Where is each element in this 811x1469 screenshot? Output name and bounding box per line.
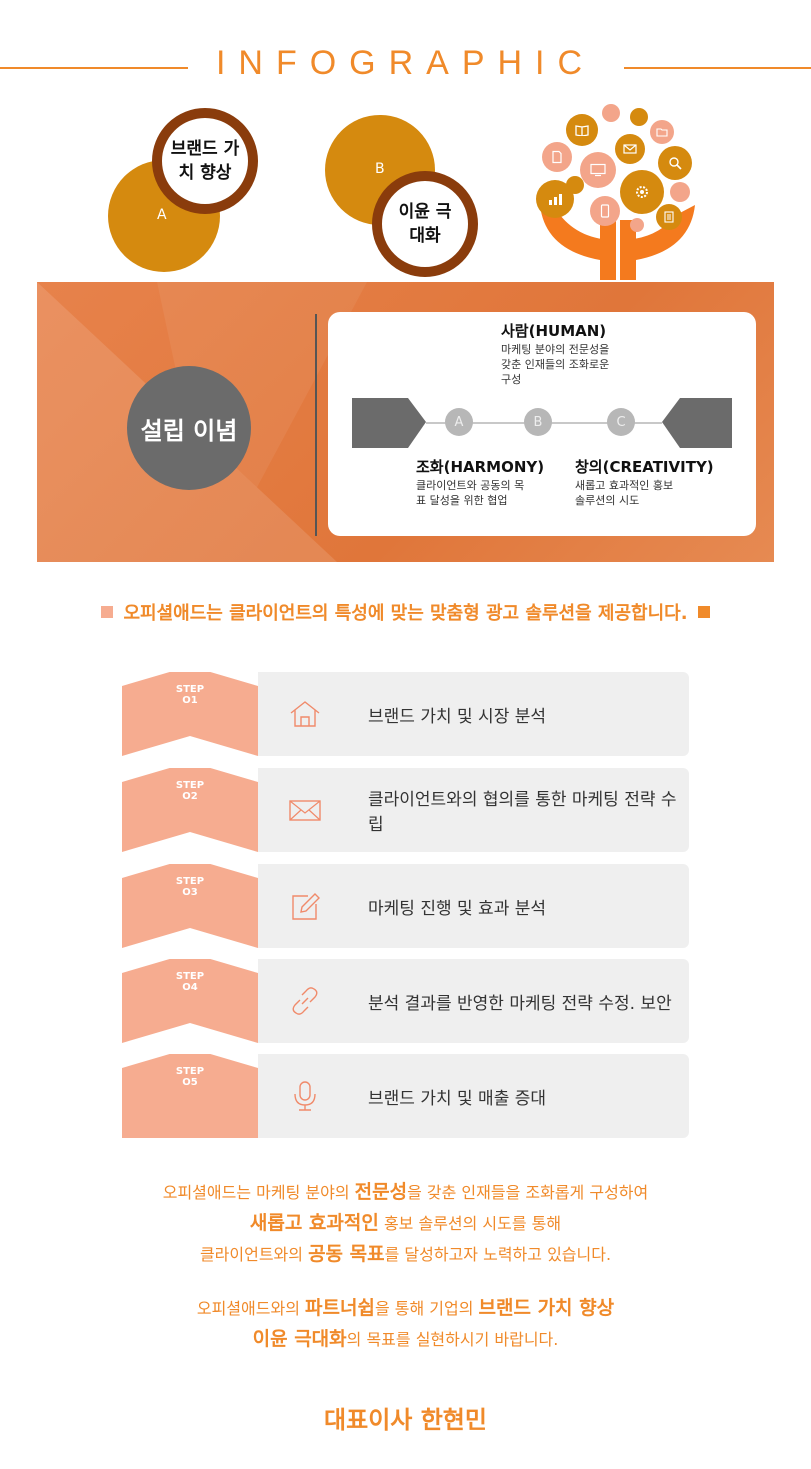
- step-text: 분석 결과를 반영한 마케팅 전략 수정. 보안: [368, 993, 672, 1014]
- ceo-signature: 대표이사 한현민: [324, 1406, 487, 1434]
- circle-a-ring: 브랜드 가치 향상: [152, 108, 258, 214]
- step-label: STEP O5: [175, 1066, 205, 1088]
- creativity-title: 창의(CREATIVITY): [575, 458, 714, 476]
- document-icon: [552, 150, 562, 164]
- tree-dot-small2: [630, 108, 648, 126]
- edit-icon: [292, 893, 320, 920]
- header-line-left: [0, 67, 188, 69]
- step-row-4: STEP O4 분석 결과를 반영한 마케팅 전략 수정. 보안: [122, 959, 689, 1043]
- node-c: C: [607, 408, 635, 436]
- mail-icon: [623, 144, 637, 154]
- step-chevron: [122, 768, 258, 852]
- step-box: 브랜드 가치 및 시장 분석: [258, 672, 689, 756]
- gear-icon: [636, 186, 648, 198]
- tree-dot-small1: [602, 104, 620, 122]
- step-text: 브랜드 가치 및 매출 증대: [368, 1088, 547, 1109]
- circle-b-letter: B: [375, 161, 385, 177]
- circle-a-label: 브랜드 가치 향상: [170, 139, 240, 183]
- book-icon: [575, 125, 589, 136]
- message-paragraph-1: 오피셜애드는 마케팅 분야의 전문성을 갖춘 인재들을 조화롭게 구성하여 새롭…: [162, 1181, 649, 1265]
- step-chevron: [122, 959, 258, 1043]
- tree-dot-mail: [615, 134, 645, 164]
- tree-dot-small4: [670, 182, 690, 202]
- step-label: STEP O4: [175, 971, 205, 993]
- envelope-icon: [289, 800, 321, 821]
- step-chevron: [122, 1054, 258, 1138]
- search-icon: [669, 157, 682, 170]
- list-icon: [664, 211, 674, 223]
- home-icon: [290, 701, 320, 727]
- tree-dot-list: [656, 204, 682, 230]
- microphone-icon: [294, 1081, 316, 1111]
- circle-b-ring: 이윤 극대화: [372, 171, 478, 277]
- header-line-right: [624, 67, 811, 69]
- step-text: 클라이언트와의 협의를 통한 마케팅 전략 수립: [368, 790, 677, 835]
- step-row-5: STEP O5 브랜드 가치 및 매출 증대: [122, 1054, 689, 1138]
- tree-dot-chart: [536, 180, 574, 218]
- slogan-square-left: [101, 606, 114, 618]
- tree-dot-mobile: [590, 196, 620, 226]
- tree-dot-search: [658, 146, 692, 180]
- page-title: INFOGRAPHIC: [215, 44, 596, 82]
- creativity-desc: 새롭고 효과적인 홍보 솔루션의 시도: [575, 479, 674, 507]
- step-box: 브랜드 가치 및 매출 증대: [258, 1054, 689, 1138]
- tree-dot-small5: [630, 218, 644, 232]
- harmony-title: 조화(HARMONY): [416, 458, 545, 476]
- tree-dot-gear: [620, 170, 664, 214]
- tree-illustration: [530, 100, 705, 280]
- node-a: A: [445, 408, 473, 436]
- human-title: 사람(HUMAN): [501, 322, 607, 340]
- step-label: STEP O1: [175, 684, 205, 706]
- folder-icon: [656, 128, 668, 137]
- philosophy-title: 설립 이념: [127, 366, 251, 490]
- step-label: STEP O2: [175, 780, 205, 802]
- circle-a-letter: A: [157, 207, 167, 223]
- human-desc: 마케팅 분야의 전문성을 갖춘 인재들의 조화로운 구성: [501, 343, 610, 386]
- step-row-3: STEP O3 마케팅 진행 및 효과 분석: [122, 864, 689, 948]
- philosophy-banner: 설립 이념 사람(HUMAN) 마케팅 분야의 전문성을 갖춘 인재들의 조화로…: [37, 282, 774, 562]
- mobile-icon: [600, 204, 610, 218]
- tree-dot-monitor: [580, 152, 616, 188]
- philosophy-divider: [315, 314, 317, 536]
- monitor-icon: [590, 163, 606, 177]
- tree-dot-folder: [650, 120, 674, 144]
- step-text: 브랜드 가치 및 시장 분석: [368, 706, 547, 727]
- step-row-2: STEP O2 클라이언트와의 협의를 통한 마케팅 전략 수립: [122, 768, 689, 852]
- step-box: 클라이언트와의 협의를 통한 마케팅 전략 수립: [258, 768, 689, 852]
- chart-icon: [549, 194, 562, 205]
- step-row-1: STEP O1 브랜드 가치 및 시장 분석: [122, 672, 689, 756]
- philosophy-card: 사람(HUMAN) 마케팅 분야의 전문성을 갖춘 인재들의 조화로운 구성 A…: [328, 312, 756, 536]
- node-b: B: [524, 408, 552, 436]
- tree-dot-book: [566, 114, 598, 146]
- harmony-desc: 클라이언트와 공동의 목표 달성을 위한 협업: [416, 479, 525, 507]
- step-chevron: [122, 672, 258, 756]
- step-text: 마케팅 진행 및 효과 분석: [368, 898, 547, 919]
- slogan-square-right: [697, 606, 710, 618]
- slogan: 오피셜애드는 클라이언트의 특성에 맞는 맞춤형 광고 솔루션을 제공합니다.: [0, 599, 811, 625]
- tree-dot-document: [542, 142, 572, 172]
- step-box: 마케팅 진행 및 효과 분석: [258, 864, 689, 948]
- step-box: 분석 결과를 반영한 마케팅 전략 수정. 보안: [258, 959, 689, 1043]
- slogan-text: 오피셜애드는 클라이언트의 특성에 맞는 맞춤형 광고 솔루션을 제공합니다.: [123, 603, 688, 624]
- message-paragraph-2: 오피셜애드와의 파트너쉽을 통해 기업의 브랜드 가치 향상 이윤 극대화의 목…: [196, 1297, 615, 1350]
- step-chevron: [122, 864, 258, 948]
- link-icon: [292, 987, 318, 1015]
- circle-b-label: 이윤 극대화: [398, 202, 452, 246]
- step-label: STEP O3: [175, 876, 205, 898]
